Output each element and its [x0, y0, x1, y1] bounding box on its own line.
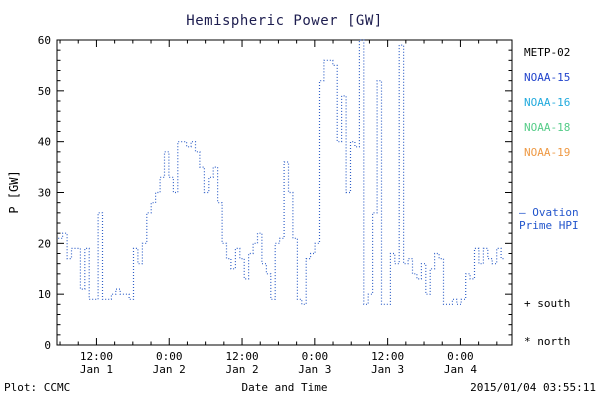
- x-tick-date-label: Jan 1: [80, 363, 113, 376]
- legend-item-noaa19: NOAA-19: [524, 146, 571, 159]
- x-tick-date-label: Jan 2: [153, 363, 186, 376]
- y-tick-label: 50: [38, 85, 51, 98]
- x-axis-label: Date and Time: [241, 381, 328, 394]
- x-tick-date-label: Jan 4: [444, 363, 477, 376]
- y-tick-label: 20: [38, 237, 51, 250]
- x-tick-time-label: 12:00: [80, 350, 113, 363]
- y-tick-label: 0: [44, 339, 51, 352]
- ovation-legend-line2: Prime HPI: [519, 219, 579, 232]
- satellite-legend: METP-02 NOAA-15 NOAA-16 NOAA-18 NOAA-19: [524, 40, 570, 165]
- x-tick-time-label: 0:00: [302, 350, 329, 363]
- ovation-model-legend: — Ovation Prime HPI: [519, 206, 579, 232]
- chart-title: Hemispheric Power [GW]: [186, 13, 383, 29]
- south-marker-legend: + south: [524, 297, 571, 310]
- x-tick-date-label: Jan 3: [298, 363, 331, 376]
- legend-item-noaa16: NOAA-16: [524, 96, 571, 109]
- plot-timestamp: 2015/01/04 03:55:11: [470, 381, 596, 394]
- x-tick-time-label: 12:00: [371, 350, 404, 363]
- plot-source-label: Plot: CCMC: [4, 381, 71, 394]
- x-tick-time-label: 12:00: [225, 350, 258, 363]
- x-tick-time-label: 0:00: [447, 350, 474, 363]
- x-tick-date-label: Jan 2: [225, 363, 258, 376]
- x-tick-date-label: Jan 3: [371, 363, 404, 376]
- y-tick-label: 60: [38, 34, 51, 47]
- hemispheric-power-step-line: [58, 39, 506, 305]
- plot-frame: [56, 39, 513, 346]
- legend-item-noaa18: NOAA-18: [524, 121, 571, 134]
- y-tick-label: 10: [38, 288, 51, 301]
- ovation-legend-line1: — Ovation: [519, 206, 579, 219]
- x-tick-time-label: 0:00: [156, 350, 183, 363]
- legend-item-noaa15: NOAA-15: [524, 71, 571, 84]
- y-tick-label: 30: [38, 187, 51, 200]
- north-marker-legend: * north: [524, 335, 571, 348]
- y-tick-label: 40: [38, 136, 51, 149]
- legend-item-metp02: METP-02: [524, 46, 571, 59]
